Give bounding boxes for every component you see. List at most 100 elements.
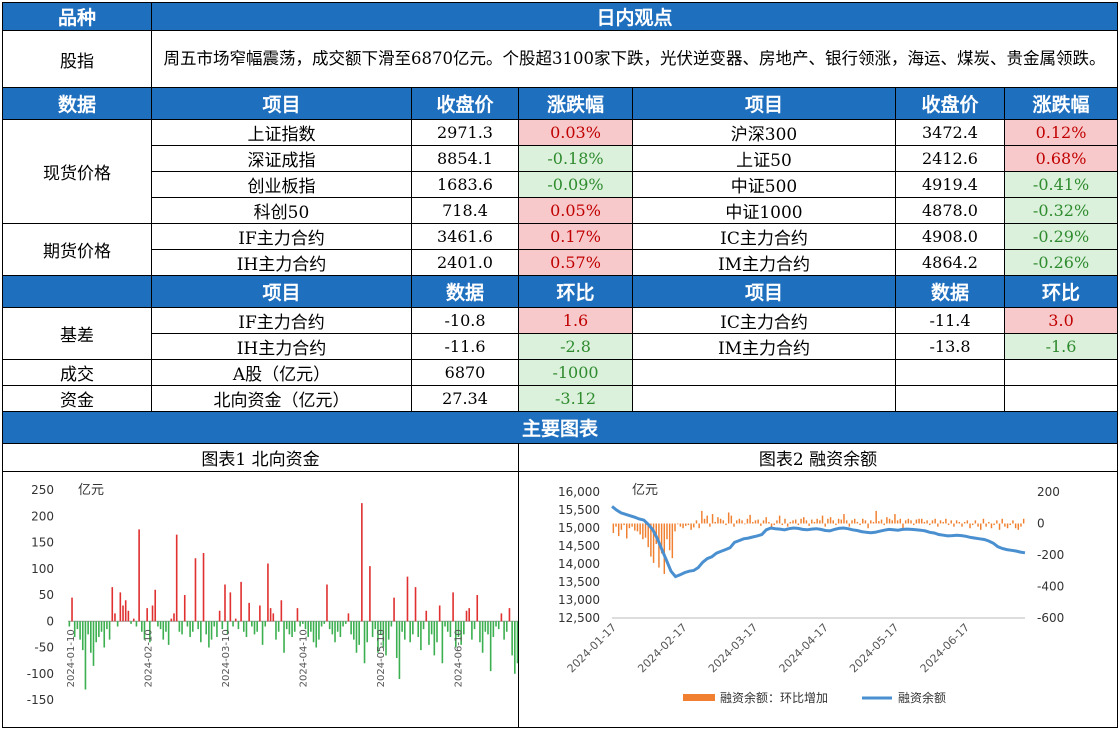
basis-name: IH主力合约	[151, 333, 412, 360]
spot-name: 科创50	[151, 197, 412, 224]
basis-change2: 3.0	[1003, 307, 1119, 334]
view-text: 周五市场窄幅震荡，成交额下滑至6870亿元。个股超3100家下跌，光伏逆变器、房…	[150, 30, 1119, 88]
y2-tick-label: 200	[1037, 485, 1060, 499]
futures-change: 0.17%	[518, 223, 633, 250]
y2-tick-label: -600	[1037, 611, 1064, 625]
table-row: IH主力合约 -11.6 -2.8 IM主力合约 -13.8 -1.6	[3, 333, 1119, 360]
table-row: 深证成指 8854.1 -0.18% 上证50 2412.6 0.68%	[3, 145, 1119, 172]
spot-label: 现货价格	[2, 119, 152, 224]
y-tick-label: 100	[31, 562, 54, 576]
x-tick-label: 2024-02-17	[635, 621, 689, 675]
basis-change: -2.8	[518, 333, 633, 360]
y-tick-label: 16,000	[558, 485, 600, 499]
basis-change2: -1.6	[1003, 333, 1119, 360]
table-row: 期货价格 IF主力合约 3461.6 0.17% IC主力合约 4908.0 -…	[2, 223, 1119, 276]
spot-name2: 中证1000	[632, 197, 896, 224]
spot-name: 深证成指	[151, 145, 412, 172]
chart2-cell: 16,000 15,500 15,000 14,500 14,000 13,500 13,0…	[517, 471, 1119, 728]
price-header-close2: 收盘价	[895, 87, 1005, 120]
futures-change2: -0.26%	[1003, 249, 1119, 276]
daily-report-table: 品种 日内观点 股指 周五市场窄幅震荡，成交额下滑至6870亿元。个股超3100…	[1, 2, 1119, 728]
empty-cell	[1003, 359, 1119, 386]
empty-cell	[632, 359, 896, 386]
volume-change: -1000	[518, 359, 633, 386]
table-row: 成交 A股（亿元） 6870 -1000	[2, 359, 1119, 386]
header-intraday-view: 日内观点	[150, 2, 1119, 31]
empty-cell	[632, 385, 896, 412]
spot-change: 0.03%	[518, 119, 633, 146]
basis-value: -11.6	[411, 333, 519, 360]
funds-change: -3.12	[518, 385, 633, 412]
chart2-title: 图表2 融资余额	[517, 443, 1119, 472]
y-tick-label: 250	[31, 483, 54, 497]
data-header-item: 项目	[151, 275, 412, 308]
futures-change: 0.57%	[518, 249, 633, 276]
x-tick-label: 2024-06-17	[918, 621, 972, 675]
series-line-margin-balance	[611, 505, 1026, 579]
price-header-data: 数据	[2, 87, 152, 120]
spot-change2: -0.41%	[1003, 171, 1119, 198]
futures-name2: IC主力合约	[632, 223, 896, 250]
table-row: 科创50 718.4 0.05% 中证1000 4878.0 -0.32%	[3, 197, 1119, 224]
table-row: 创业板指 1683.6 -0.09% 中证500 4919.4 -0.41%	[3, 171, 1119, 198]
funds-value: 27.34	[411, 385, 519, 412]
x-tick-label: 2024-05-10	[376, 629, 387, 687]
spot-name: 上证指数	[151, 119, 412, 146]
basis-value: -10.8	[411, 307, 519, 334]
spot-close2: 4919.4	[895, 171, 1005, 198]
y-axis-unit: 亿元	[78, 483, 104, 498]
data-header-change: 环比	[518, 275, 633, 308]
data-header-value: 数据	[411, 275, 519, 308]
price-header-change2: 涨跌幅	[1003, 87, 1119, 120]
basis-name2: IC主力合约	[632, 307, 896, 334]
basis-name2: IM主力合约	[632, 333, 896, 360]
funds-name: 北向资金（亿元）	[151, 385, 412, 412]
price-header-change: 涨跌幅	[518, 87, 633, 120]
futures-name2: IM主力合约	[632, 249, 896, 276]
spot-change: -0.18%	[518, 145, 633, 172]
spot-change: 0.05%	[518, 197, 633, 224]
data-header-blank	[2, 275, 152, 308]
y-tick-label: 15,000	[558, 521, 600, 535]
spot-change2: 0.12%	[1003, 119, 1119, 146]
legend-label-change: 融资余额：环比增加	[720, 690, 828, 705]
y2-tick-label: -400	[1037, 580, 1064, 594]
data-header-item2: 项目	[632, 275, 896, 308]
spot-change2: 0.68%	[1003, 145, 1119, 172]
futures-name: IH主力合约	[151, 249, 412, 276]
northbound-funds-chart: 250 200 150 100 50 0 -50 -100 -150 亿元 2024-01-10 20…	[27, 483, 518, 707]
spot-close: 8854.1	[411, 145, 519, 172]
y-tick-label: 14,500	[558, 539, 600, 553]
spot-close2: 4878.0	[895, 197, 1005, 224]
basis-change: 1.6	[518, 307, 633, 334]
x-tick-label: 2024-03-17	[706, 621, 760, 675]
data-header-value2: 数据	[895, 275, 1005, 308]
margin-balance-chart: 16,000 15,500 15,000 14,500 14,000 13,500 13,0…	[558, 483, 1064, 705]
y-tick-label: 13,500	[558, 575, 600, 589]
y-tick-label: -50	[34, 641, 54, 655]
basis-value2: -11.4	[895, 307, 1005, 334]
y-axis-unit: 亿元	[632, 483, 658, 498]
header-variety: 品种	[2, 2, 152, 31]
x-tick-label: 2024-04-10	[299, 629, 310, 687]
legend-label-balance: 融资余额	[898, 690, 946, 705]
chart1-cell: 250 200 150 100 50 0 -50 -100 -150 亿元 2024-01-10 20…	[2, 471, 519, 728]
y-tick-label: 14,000	[558, 557, 600, 571]
basis-name: IF主力合约	[151, 307, 412, 334]
spot-name2: 上证50	[632, 145, 896, 172]
x-tick-label: 2024-01-10	[66, 629, 77, 687]
spot-name: 创业板指	[151, 171, 412, 198]
volume-value: 6870	[411, 359, 519, 386]
spot-name2: 中证500	[632, 171, 896, 198]
futures-close2: 4908.0	[895, 223, 1005, 250]
futures-name: IF主力合约	[151, 223, 412, 250]
y-tick-label: 50	[39, 588, 54, 602]
x-tick-label: 2024-01-17	[565, 621, 619, 675]
x-tick-label: 2024-04-17	[777, 621, 831, 675]
y-tick-label: 200	[31, 509, 54, 523]
volume-name: A股（亿元）	[151, 359, 412, 386]
y-tick-label: 12,500	[558, 611, 600, 625]
futures-close2: 4864.2	[895, 249, 1005, 276]
spot-close2: 3472.4	[895, 119, 1005, 146]
y-tick-label: 150	[31, 536, 54, 550]
